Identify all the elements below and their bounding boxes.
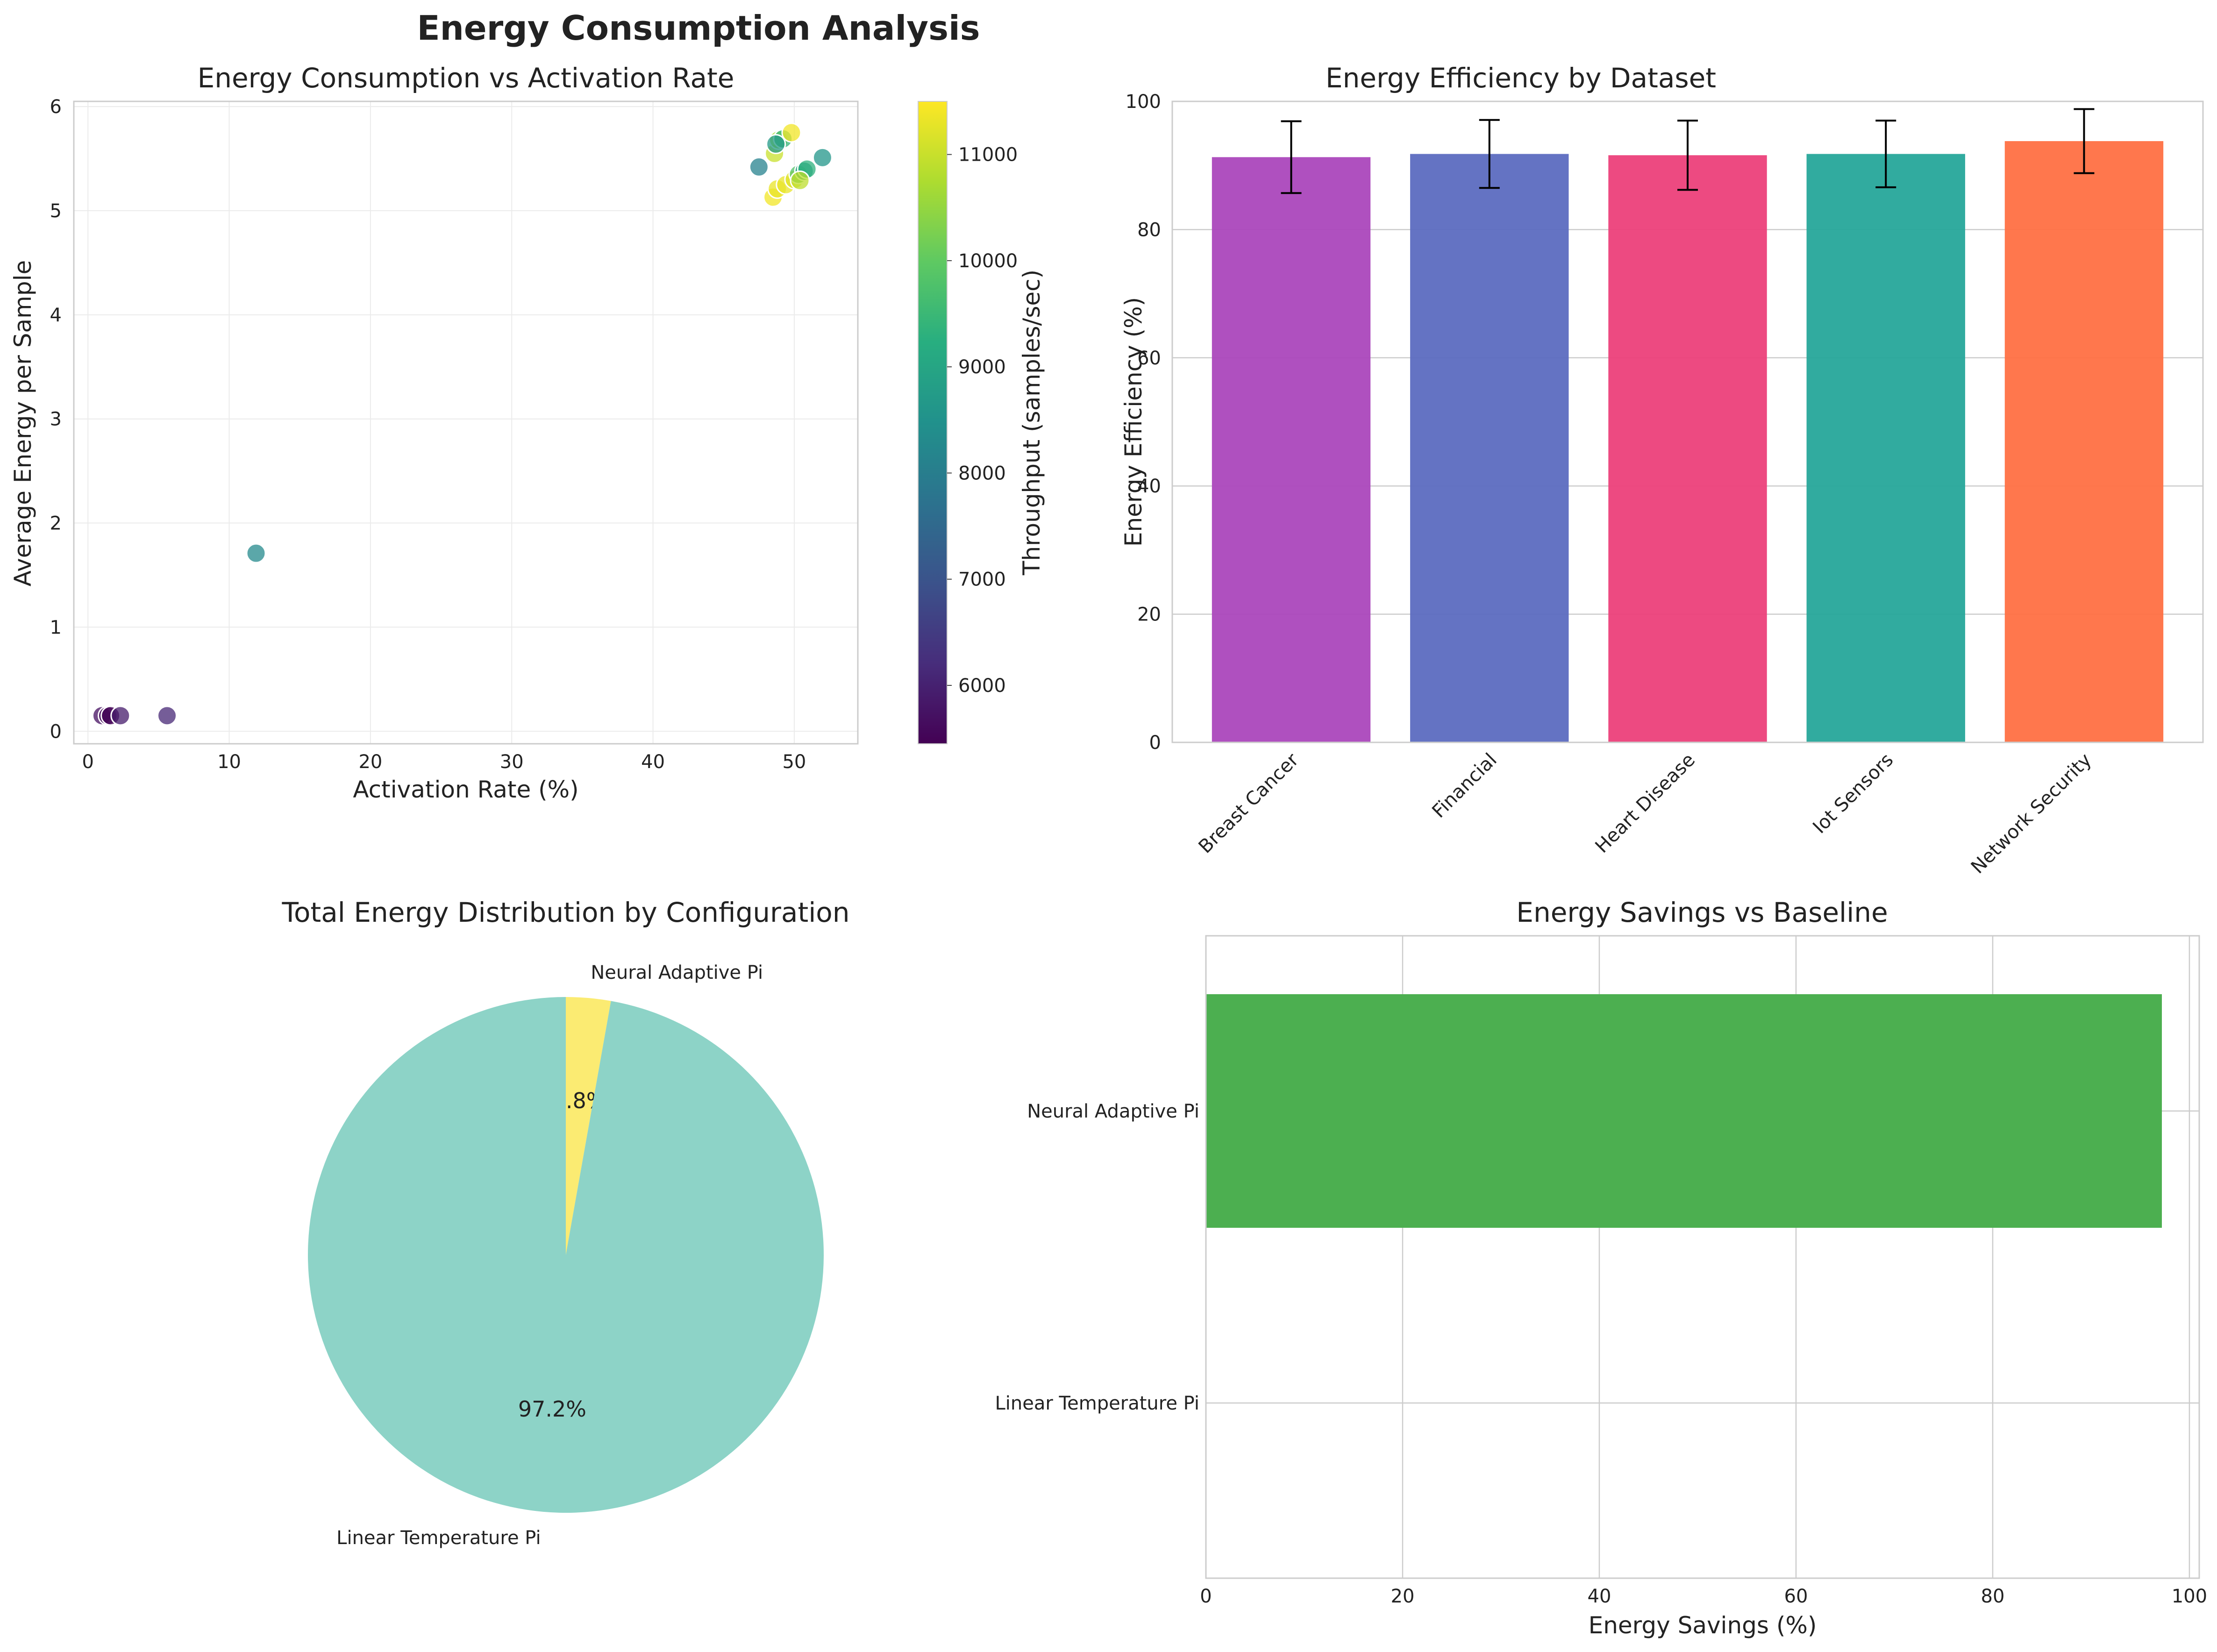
colorbar-tick-label: 6000 — [958, 675, 1006, 697]
scatter-x-tick-label: 30 — [500, 751, 524, 773]
scatter-x-ticks: 0 10 20 30 40 50 — [82, 751, 806, 773]
scatter-y-tick-label: 1 — [50, 617, 62, 638]
efficiency-y-tick-label: 60 — [1137, 348, 1161, 369]
scatter-title: Energy Consumption vs Activation Rate — [198, 62, 734, 94]
efficiency-y-ticks: 0 20 40 60 80 100 — [1126, 91, 1161, 754]
efficiency-bar — [1608, 155, 1767, 742]
scatter-point — [110, 705, 131, 726]
scatter-y-tick-label: 2 — [50, 513, 62, 534]
scatter-y-tick-label: 6 — [50, 96, 62, 118]
scatter-point — [781, 122, 802, 143]
efficiency-panel: Energy Efficiency by Dataset 0 20 40 60 80 10… — [1120, 62, 2204, 878]
efficiency-title: Energy Efficiency by Dataset — [1326, 62, 1716, 94]
efficiency-frame — [1171, 100, 2204, 743]
scatter-frame — [73, 100, 859, 745]
pie-label: Neural Adaptive Pi — [591, 962, 763, 983]
efficiency-x-tick-label: Breast Cancer — [1195, 749, 1303, 857]
colorbar — [918, 101, 948, 744]
scatter-plot-area — [74, 101, 858, 744]
pie-slice — [307, 997, 824, 1513]
scatter-y-tick-label: 5 — [50, 200, 62, 222]
scatter-y-tick-label: 0 — [50, 721, 62, 742]
pie-chart: Neural Adaptive Pi2.8%Linear Temperature… — [307, 962, 824, 1549]
savings-x-tick-label: 40 — [1588, 1586, 1611, 1607]
efficiency-x-tick-label: Iot Sensors — [1809, 749, 1897, 838]
efficiency-x-ticks: Breast Cancer Financial Heart Disease Iot S… — [1195, 749, 2096, 878]
efficiency-y-tick-label: 40 — [1137, 476, 1161, 497]
savings-x-tick-label: 20 — [1391, 1586, 1415, 1607]
scatter-point — [246, 543, 266, 563]
savings-x-ticks: 0 20 40 60 80 100 — [1200, 1586, 2207, 1607]
efficiency-x-tick-label: Network Security — [1967, 749, 2096, 878]
scatter-points — [92, 122, 833, 726]
pie-slice — [566, 997, 611, 1255]
savings-y-tick-label: Neural Adaptive Pi — [1027, 1101, 1199, 1122]
efficiency-y-label: Energy Efficiency (%) — [1120, 297, 1147, 547]
savings-title: Energy Savings vs Baseline — [1516, 897, 1888, 928]
savings-x-tick-label: 80 — [1981, 1586, 2005, 1607]
figure-title: Energy Consumption Analysis — [417, 8, 980, 48]
pie-percent-label: 97.2% — [518, 1396, 586, 1422]
colorbar-tick-label: 10000 — [958, 250, 1018, 272]
savings-bar — [1206, 994, 2162, 1228]
colorbar-tick-label: 8000 — [958, 463, 1006, 484]
scatter-grid — [74, 101, 858, 744]
colorbar-tick-label: 11000 — [958, 144, 1018, 166]
efficiency-x-tick-label: Financial — [1428, 749, 1501, 822]
scatter-point — [157, 705, 178, 726]
efficiency-bar — [1212, 157, 1371, 742]
colorbar-tick-label: 9000 — [958, 356, 1006, 378]
scatter-x-tick-label: 0 — [82, 751, 94, 773]
savings-x-tick-label: 100 — [2172, 1586, 2207, 1607]
efficiency-y-tick-label: 20 — [1137, 604, 1161, 626]
colorbar-ticks: 6000 7000 8000 9000 10000 11000 — [947, 144, 1018, 697]
scatter-y-ticks: 0 1 2 3 4 5 6 — [50, 96, 62, 742]
scatter-point — [812, 147, 833, 168]
savings-bars — [1206, 994, 2162, 1228]
savings-y-ticks: Linear Temperature Pi Neural Adaptive Pi — [995, 1101, 1199, 1414]
scatter-x-tick-label: 50 — [782, 751, 806, 773]
colorbar-tick-label: 7000 — [958, 569, 1006, 591]
scatter-point — [790, 170, 810, 191]
scatter-point — [749, 157, 769, 177]
efficiency-x-tick-label: Heart Disease — [1591, 749, 1699, 857]
scatter-y-label: Average Energy per Sample — [9, 260, 36, 587]
scatter-panel: Energy Consumption vs Activation Rate 0 1… — [9, 62, 1045, 803]
efficiency-bar — [1410, 154, 1569, 742]
colorbar-label: Throughput (samples/sec) — [1018, 270, 1045, 576]
savings-x-tick-label: 60 — [1784, 1586, 1808, 1607]
efficiency-y-tick-label: 0 — [1149, 732, 1161, 754]
distribution-panel: Total Energy Distribution by Configurati… — [281, 897, 849, 1549]
scatter-point — [766, 134, 786, 154]
scatter-x-tick-label: 40 — [641, 751, 665, 773]
efficiency-bar — [1806, 154, 1965, 742]
efficiency-y-tick-label: 100 — [1126, 91, 1161, 113]
savings-x-tick-label: 0 — [1200, 1586, 1212, 1607]
scatter-y-tick-label: 3 — [50, 409, 62, 430]
efficiency-bars — [1212, 141, 2164, 743]
scatter-x-label: Activation Rate (%) — [353, 776, 578, 803]
efficiency-y-tick-label: 80 — [1137, 219, 1161, 241]
pie-label: Linear Temperature Pi — [336, 1527, 541, 1549]
savings-y-tick-label: Linear Temperature Pi — [995, 1393, 1199, 1414]
scatter-x-tick-label: 10 — [217, 751, 241, 773]
distribution-title: Total Energy Distribution by Configurati… — [281, 897, 849, 928]
savings-frame — [1205, 935, 2200, 1579]
scatter-y-tick-label: 4 — [50, 305, 62, 326]
efficiency-bar — [2004, 141, 2164, 743]
efficiency-error-bars — [1281, 108, 2095, 194]
scatter-x-tick-label: 20 — [358, 751, 382, 773]
savings-x-label: Energy Savings (%) — [1589, 1612, 1817, 1639]
savings-panel: Energy Savings vs Baseline 0 20 40 60 80 100 … — [995, 897, 2208, 1639]
